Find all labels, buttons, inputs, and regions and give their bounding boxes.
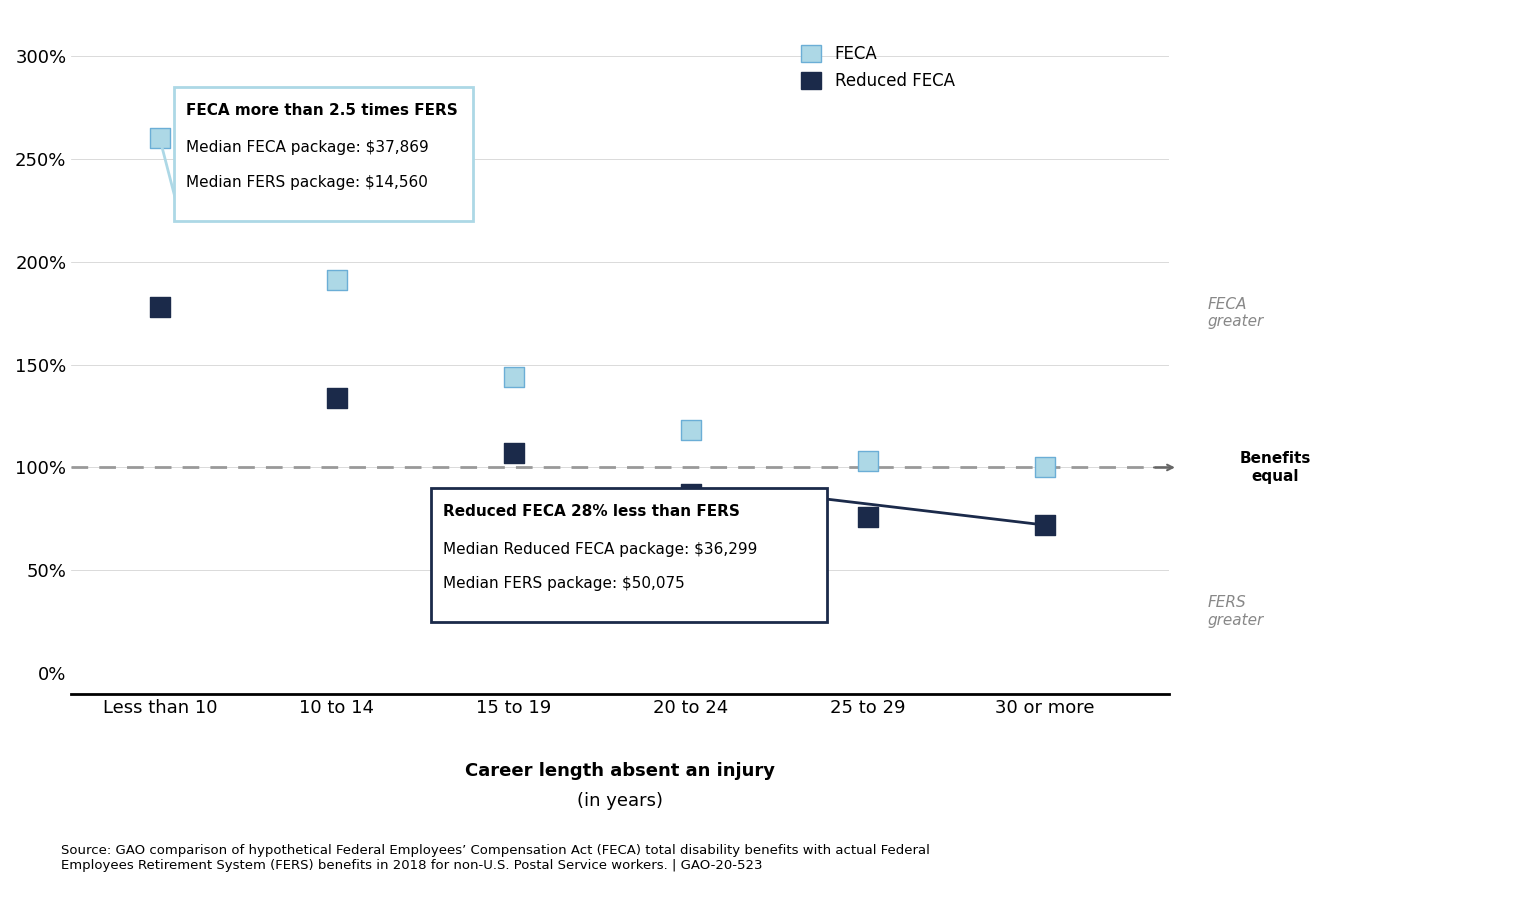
Legend: FECA, Reduced FECA: FECA, Reduced FECA bbox=[792, 37, 964, 98]
Reduced FECA bbox=[856, 510, 880, 524]
FECA bbox=[1033, 460, 1057, 475]
Text: (in years): (in years) bbox=[577, 792, 664, 810]
Text: FECA
greater: FECA greater bbox=[1207, 297, 1264, 329]
Text: Benefits
equal: Benefits equal bbox=[1239, 451, 1310, 484]
Text: Median FECA package: $37,869: Median FECA package: $37,869 bbox=[186, 140, 429, 156]
Text: Median FERS package: $14,560: Median FERS package: $14,560 bbox=[186, 175, 429, 191]
FECA bbox=[856, 454, 880, 468]
Text: Median FERS package: $50,075: Median FERS package: $50,075 bbox=[442, 576, 685, 592]
FancyBboxPatch shape bbox=[430, 488, 827, 622]
FancyBboxPatch shape bbox=[174, 87, 473, 221]
Text: FERS
greater: FERS greater bbox=[1207, 595, 1264, 628]
Reduced FECA bbox=[147, 300, 171, 315]
Text: Source: GAO comparison of hypothetical Federal Employees’ Compensation Act (FECA: Source: GAO comparison of hypothetical F… bbox=[61, 844, 930, 872]
Reduced FECA bbox=[501, 446, 526, 460]
Text: Median Reduced FECA package: $36,299: Median Reduced FECA package: $36,299 bbox=[442, 541, 758, 556]
FECA bbox=[324, 273, 348, 288]
Reduced FECA bbox=[1033, 518, 1057, 532]
FECA bbox=[679, 423, 703, 438]
Text: FECA more than 2.5 times FERS: FECA more than 2.5 times FERS bbox=[186, 103, 458, 119]
Reduced FECA bbox=[679, 487, 703, 502]
Reduced FECA bbox=[324, 390, 348, 405]
FECA bbox=[501, 369, 526, 384]
Text: Career length absent an injury: Career length absent an injury bbox=[465, 761, 776, 779]
FECA bbox=[147, 131, 171, 146]
Text: Reduced FECA 28% less than FERS: Reduced FECA 28% less than FERS bbox=[442, 504, 739, 520]
